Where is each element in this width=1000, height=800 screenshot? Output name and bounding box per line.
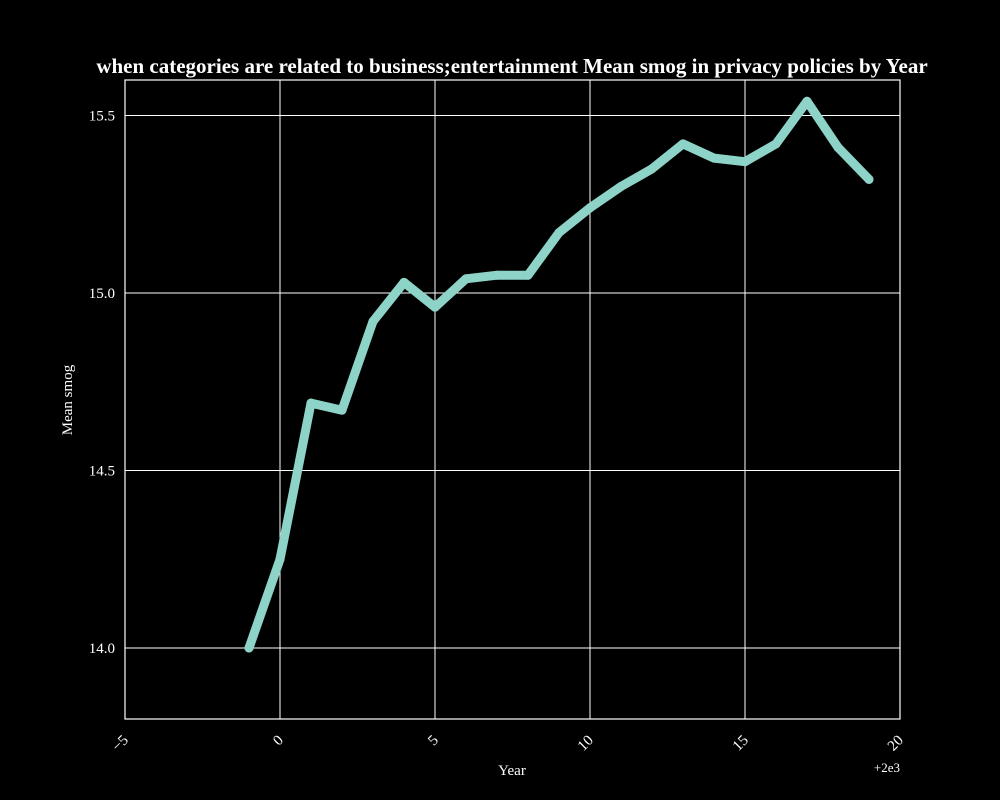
data-point — [585, 203, 595, 213]
data-point — [616, 182, 626, 191]
plot-frame — [124, 79, 901, 720]
y-axis-label: Mean smog — [60, 364, 76, 435]
data-point — [647, 164, 657, 174]
data-point — [430, 302, 440, 312]
data-point — [523, 270, 533, 280]
data-series — [244, 96, 874, 653]
y-tick-label: 15.0 — [89, 286, 115, 302]
data-point — [337, 405, 347, 415]
data-point — [864, 174, 874, 184]
data-point — [275, 554, 285, 564]
data-point — [368, 316, 378, 326]
data-point — [802, 96, 812, 106]
data-point — [492, 270, 502, 280]
data-point — [740, 157, 750, 167]
y-tick-label: 14.5 — [89, 464, 115, 480]
data-point — [709, 153, 719, 163]
x-axis-label: Year — [498, 763, 526, 779]
data-point — [554, 228, 564, 238]
data-point — [244, 643, 254, 653]
gridlines — [125, 80, 900, 719]
data-point — [461, 274, 471, 284]
data-point — [833, 142, 843, 152]
y-tick-labels: 14.0 14.5 15.0 15.5 — [89, 109, 115, 658]
data-point — [678, 139, 688, 149]
x-offset-label: +2e3 — [874, 760, 900, 775]
data-point — [399, 277, 409, 287]
y-tick-label: 15.5 — [89, 109, 115, 125]
y-tick-label: 14.0 — [89, 641, 115, 657]
chart-title: when categories are related to business;… — [96, 54, 927, 78]
data-point — [771, 139, 781, 149]
data-point — [306, 398, 316, 408]
